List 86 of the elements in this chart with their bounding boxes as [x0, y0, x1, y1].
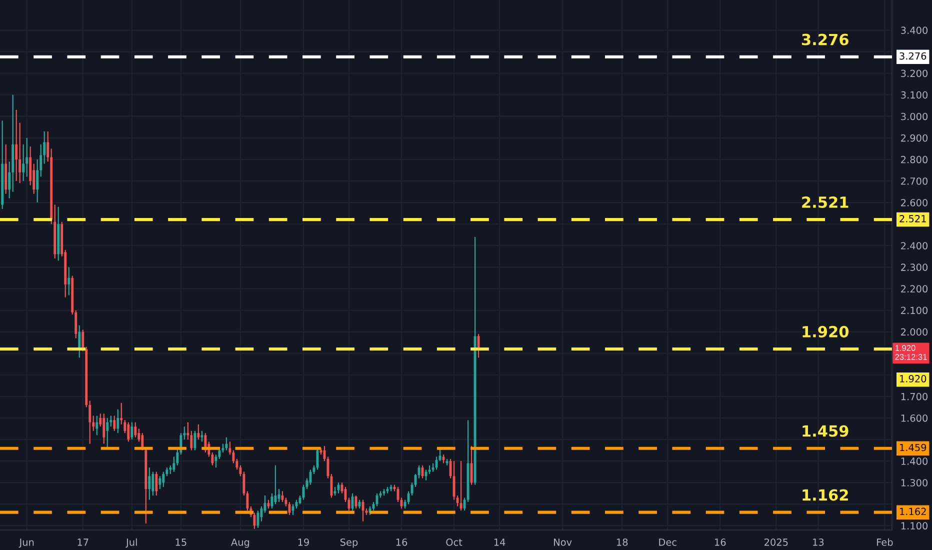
x-tick-label: 13: [813, 538, 824, 546]
x-tick-label: 16: [396, 538, 408, 546]
candlestick: [162, 471, 165, 488]
candlestick: [158, 476, 162, 490]
y-tick-label: 2.900: [901, 134, 928, 142]
x-tick-label: 18: [616, 538, 628, 546]
ref-line-label: 1.459: [900, 444, 926, 452]
x-tick-label: 2025: [764, 538, 788, 546]
y-tick-label: 1.700: [901, 392, 928, 400]
y-tick-label: 1.100: [901, 522, 928, 530]
candlestick: [15, 109, 18, 182]
y-tick-label: 2.600: [901, 199, 928, 206]
ref-line-label: 2.521: [900, 215, 926, 222]
candlestick: [116, 408, 120, 434]
candlestick: [148, 466, 151, 500]
y-tick-label: 2.200: [901, 285, 928, 293]
candlestick: [302, 484, 305, 500]
candlestick: [22, 144, 25, 182]
y-tick-label: 1.600: [901, 414, 928, 422]
candlestick: [152, 471, 154, 496]
y-tick-label: 1.300: [901, 479, 928, 486]
y-tick-label: 2.400: [901, 242, 928, 250]
x-tick-label: Jun: [18, 538, 34, 548]
candlestick: [134, 422, 137, 438]
candlestick: [270, 492, 274, 510]
candlestick: [281, 490, 284, 503]
candlestick: [113, 415, 116, 432]
y-tick-label: 1.400: [901, 458, 928, 465]
candlestick: [127, 422, 130, 442]
text: 3.276: [802, 34, 848, 46]
x-tick-label: 14: [494, 538, 506, 546]
y-tick-label: 3.000: [901, 112, 928, 120]
x-tick-label: 16: [715, 538, 726, 546]
candlestick: [29, 146, 32, 186]
x-tick-label: 15: [176, 538, 186, 546]
y-tick-label: 3.400: [901, 26, 928, 34]
y-tick-label: 2.700: [901, 177, 928, 185]
candlestick: [460, 460, 462, 512]
candlestick: [292, 504, 294, 516]
candlestick: [214, 454, 218, 468]
candlestick: [309, 469, 312, 486]
ref-line-label: 3.276: [900, 52, 926, 60]
x-tick-label: Dec: [659, 538, 676, 546]
x-tick-label: Oct: [446, 538, 462, 546]
text: 2.521: [802, 196, 848, 208]
candlestick: [316, 448, 319, 470]
candlestick: [155, 471, 158, 496]
candlestick: [78, 324, 81, 358]
candlestick: [256, 510, 260, 528]
x-tick-label: Aug: [231, 538, 250, 548]
candlestick: [197, 424, 200, 440]
candlestick: [26, 137, 28, 178]
x-tick-label: 19: [298, 538, 309, 546]
candlestick: [288, 501, 291, 516]
x-tick-label: Nov: [554, 538, 572, 546]
x-tick-label: 17: [78, 538, 88, 546]
candlestick: [36, 158, 39, 204]
candlestick: [225, 436, 228, 451]
candlestick: [96, 415, 98, 436]
y-tick-label: 2.300: [901, 264, 928, 271]
y-tick-label: 2.100: [901, 306, 928, 314]
candlestick: [141, 432, 144, 451]
y-tick-label: 2.000: [901, 328, 928, 336]
candlestick: [68, 266, 70, 296]
candlestick: [274, 464, 277, 505]
text: 1.920: [900, 375, 926, 382]
y-tick-label: 2.800: [901, 156, 928, 164]
ref-line-label: 1.920: [802, 326, 849, 338]
candlestick: [477, 333, 480, 358]
ref-line-label: 1.162: [900, 508, 926, 516]
x-tick-label: Jul: [126, 538, 137, 548]
text: 1.920: [895, 345, 916, 351]
text: 23:12:31: [895, 354, 927, 360]
y-tick-label: 3.100: [901, 91, 928, 99]
candlestick: [172, 456, 176, 472]
x-tick-label: Sep: [340, 538, 358, 548]
text: 1.459: [802, 425, 848, 437]
candlestick: [130, 422, 134, 440]
text: 1.162: [802, 489, 848, 501]
candlestick: [470, 445, 473, 486]
y-tick-label: 3.200: [901, 70, 928, 78]
candlestick: [106, 417, 109, 449]
candlestick: [194, 430, 196, 451]
candlestick: [102, 413, 106, 444]
candlestick: [200, 430, 204, 442]
x-tick-label: Feb: [877, 538, 893, 546]
